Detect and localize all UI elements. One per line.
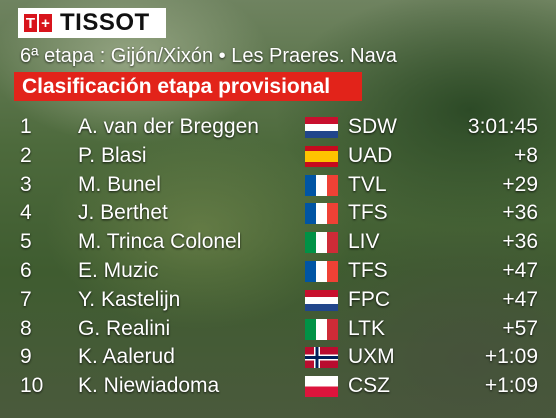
flag: [305, 174, 338, 196]
rank: 7: [20, 287, 32, 311]
result-row: 10 K. Niewiadoma CSZ +1:09: [0, 372, 556, 400]
time: +47: [502, 287, 538, 311]
team: LIV: [348, 230, 380, 254]
time: +57: [502, 316, 538, 340]
name: M. Trinca Colonel: [78, 230, 242, 254]
result-row: 6 E. Muzic TFS +47: [0, 257, 556, 285]
result-row: 5 M. Trinca Colonel LIV +36: [0, 228, 556, 256]
name: K. Aalerud: [78, 345, 175, 369]
result-row: 7 Y. Kastelijn FPC +47: [0, 286, 556, 314]
logo-text: TISSOT: [60, 9, 150, 36]
team: TFS: [348, 201, 388, 225]
time: +36: [502, 230, 538, 254]
name: K. Niewiadoma: [78, 374, 220, 398]
result-row: 3 M. Bunel TVL +29: [0, 171, 556, 199]
name: P. Blasi: [78, 143, 147, 167]
time: +36: [502, 201, 538, 225]
time: +29: [502, 172, 538, 196]
logo-icon: T +: [24, 14, 54, 32]
name: Y. Kastelijn: [78, 287, 181, 311]
flag: [305, 232, 338, 254]
rank: 10: [20, 374, 44, 398]
flag: [305, 203, 338, 225]
flag: [305, 261, 338, 282]
team: LTK: [348, 316, 385, 340]
time: +1:09: [484, 345, 538, 369]
rank: 9: [20, 345, 32, 369]
flag: [305, 145, 338, 167]
team: UXM: [348, 345, 395, 369]
name: G. Realini: [78, 316, 171, 340]
result-row: 8 G. Realini LTK +57: [0, 315, 556, 343]
name: A. van der Breggen: [78, 115, 259, 138]
flag: [305, 347, 338, 369]
rank: 5: [20, 230, 32, 254]
flag: [305, 376, 338, 398]
team: TFS: [348, 259, 388, 282]
flag: [305, 117, 338, 138]
rank: 2: [20, 143, 32, 167]
team: UAD: [348, 143, 393, 167]
team: FPC: [348, 287, 390, 311]
team: TVL: [348, 172, 387, 196]
rank: 4: [20, 201, 32, 225]
name: M. Bunel: [78, 172, 161, 196]
rank: 6: [20, 259, 32, 282]
result-row: 1 A. van der Breggen SDW 3:01:45: [0, 113, 556, 141]
team: SDW: [348, 115, 397, 138]
result-row: 4 J. Berthet TFS +36: [0, 199, 556, 227]
name: E. Muzic: [78, 259, 159, 282]
name: J. Berthet: [78, 201, 168, 225]
time: 3:01:45: [467, 115, 538, 138]
result-row: 9 K. Aalerud UXM +1:09: [0, 343, 556, 371]
stage-name: 6ª etapa : Gijón/Xixón • Les Praeres. Na…: [20, 45, 397, 67]
time: +8: [514, 143, 538, 167]
flag: [305, 318, 338, 340]
result-row: 2 P. Blasi UAD +8: [0, 142, 556, 170]
title-banner: Clasificación etapa provisional: [14, 72, 362, 101]
rank: 8: [20, 316, 32, 340]
flag: [305, 289, 338, 311]
time: +47: [502, 259, 538, 282]
time: +1:09: [484, 374, 538, 398]
team: CSZ: [348, 374, 390, 398]
sponsor-logo: T + TISSOT: [18, 8, 166, 38]
rank: 3: [20, 172, 32, 196]
rank: 1: [20, 115, 32, 138]
